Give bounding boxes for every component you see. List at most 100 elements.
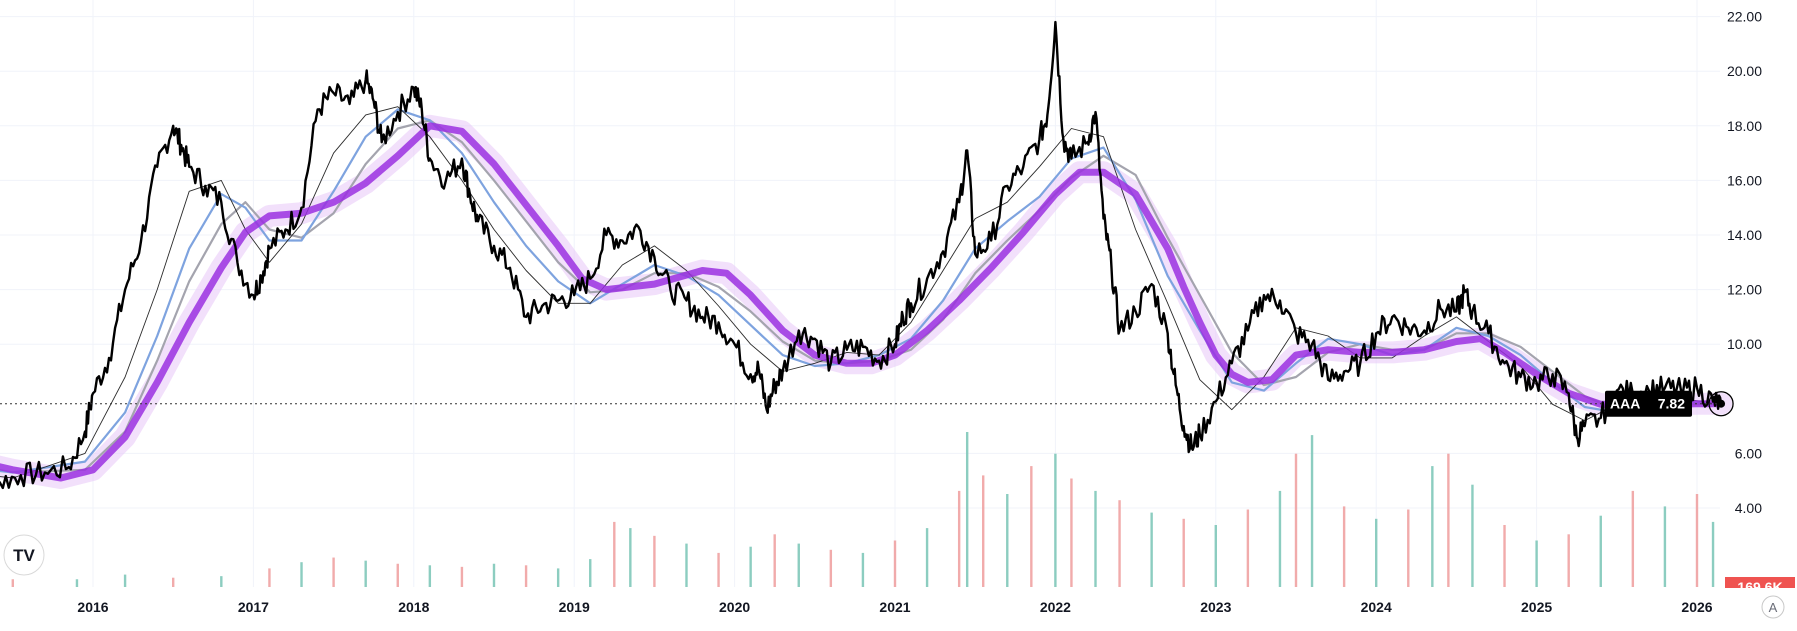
volume-bar — [220, 576, 223, 587]
volume-bar — [172, 577, 175, 587]
volume-tag: 169.6K — [1725, 577, 1795, 595]
volume-layer — [11, 432, 1715, 587]
volume-bar — [364, 560, 367, 587]
volume-tag-value: 169.6K — [1737, 579, 1782, 595]
x-tick-label: 2022 — [1040, 599, 1071, 615]
volume-bar — [797, 543, 800, 587]
volume-bar — [749, 546, 752, 587]
y-tick-label: 14.00 — [1727, 227, 1762, 243]
volume-bar — [773, 534, 776, 587]
y-tick-label: 18.00 — [1727, 118, 1762, 134]
volume-bar — [982, 475, 985, 587]
y-tick-label: 6.00 — [1735, 445, 1762, 461]
volume-bar — [717, 552, 720, 587]
volume-bar — [1407, 509, 1410, 587]
volume-bar — [1471, 484, 1474, 587]
volume-bar — [1503, 525, 1506, 587]
x-tick-label: 2025 — [1521, 599, 1552, 615]
price-tag-background — [1605, 390, 1692, 417]
scale-mode-circle — [1761, 595, 1785, 619]
volume-bar — [1663, 506, 1667, 587]
volume-bar — [1310, 435, 1314, 587]
volume-bar — [1214, 525, 1217, 587]
volume-bar — [300, 562, 303, 587]
x-tick-label: 2026 — [1681, 599, 1712, 615]
y-tick-label: 20.00 — [1727, 63, 1762, 79]
x-axis[interactable]: 2016 2017 2018 2019 2020 2021 2022 2023 2024 2025… — [77, 599, 1712, 615]
volume-tag-background — [1725, 577, 1795, 588]
x-tick-label: 2016 — [77, 599, 108, 615]
ma-slow-line — [0, 122, 1725, 482]
volume-bar — [1711, 521, 1715, 587]
price-line — [0, 20, 1723, 490]
volume-bar — [11, 579, 14, 587]
scale-mode-label: A — [1769, 600, 1778, 615]
volume-bar — [1054, 453, 1057, 587]
volume-bar — [1599, 515, 1602, 587]
last-price-marker[interactable] — [1708, 391, 1734, 417]
volume-bar — [861, 552, 865, 587]
volume-bar — [75, 579, 79, 587]
series-layer — [0, 20, 1733, 490]
volume-bar — [332, 557, 335, 587]
x-tick-label: 2024 — [1361, 599, 1392, 615]
price-tag[interactable]: AAA 7.82 — [1605, 390, 1692, 417]
volume-bar — [1278, 490, 1282, 587]
y-tick-label: 12.00 — [1727, 282, 1762, 298]
y-tick-label: 10.00 — [1727, 336, 1762, 352]
scale-mode-button[interactable]: A — [1761, 595, 1785, 619]
volume-bar — [925, 528, 929, 587]
volume-bar — [1375, 518, 1378, 587]
x-tick-label: 2021 — [879, 599, 910, 615]
last-price-dot — [1717, 399, 1726, 408]
x-tick-label: 2018 — [398, 599, 429, 615]
volume-bar — [629, 528, 632, 587]
volume-bar — [1342, 506, 1346, 587]
x-tick-label: 2017 — [238, 599, 269, 615]
volume-bar — [893, 540, 897, 587]
volume-bar — [613, 521, 616, 587]
volume-bar — [1695, 494, 1699, 587]
volume-bar — [1431, 466, 1434, 587]
volume-bar — [957, 490, 961, 587]
volume-bar — [1535, 540, 1538, 587]
volume-bar — [589, 559, 592, 587]
price-tag-value: 7.82 — [1658, 396, 1685, 412]
volume-bar — [1447, 453, 1450, 587]
volume-bar — [829, 549, 833, 587]
volume-bar — [428, 565, 432, 587]
x-tick-label: 2023 — [1200, 599, 1231, 615]
volume-bar — [1567, 534, 1570, 587]
volume-bar — [965, 432, 969, 587]
volume-bar — [123, 574, 127, 587]
volume-bar — [1150, 512, 1153, 587]
x-tick-label: 2020 — [719, 599, 750, 615]
y-tick-label: 4.00 — [1735, 500, 1762, 516]
volume-bar — [1182, 518, 1185, 587]
volume-bar — [556, 568, 560, 587]
ma-thin-line — [0, 106, 1722, 479]
last-price-circle — [1708, 391, 1734, 417]
volume-bar — [268, 568, 271, 587]
volume-bar — [1006, 494, 1009, 587]
volume-bar — [1030, 466, 1033, 587]
volume-bar — [1118, 500, 1121, 587]
volume-bar — [1070, 478, 1073, 587]
volume-bar — [460, 566, 464, 587]
volume-bar — [1094, 490, 1097, 587]
y-tick-label: 16.00 — [1727, 172, 1762, 188]
volume-bar — [685, 543, 688, 587]
volume-bar — [1631, 490, 1635, 587]
tradingview-logo-text: TV — [13, 546, 35, 565]
y-axis[interactable]: 4.00 6.00 10.00 12.00 14.00 16.00 18.00 20.00 22… — [1727, 9, 1762, 516]
tradingview-logo[interactable]: TV — [3, 534, 45, 576]
tradingview-logo-circle — [3, 534, 45, 576]
volume-bar — [653, 535, 656, 587]
volume-bar — [492, 563, 496, 587]
volume-bar — [396, 563, 399, 587]
volume-bar — [524, 565, 528, 587]
volume-bar — [1294, 453, 1298, 587]
price-tag-symbol: AAA — [1610, 396, 1640, 412]
